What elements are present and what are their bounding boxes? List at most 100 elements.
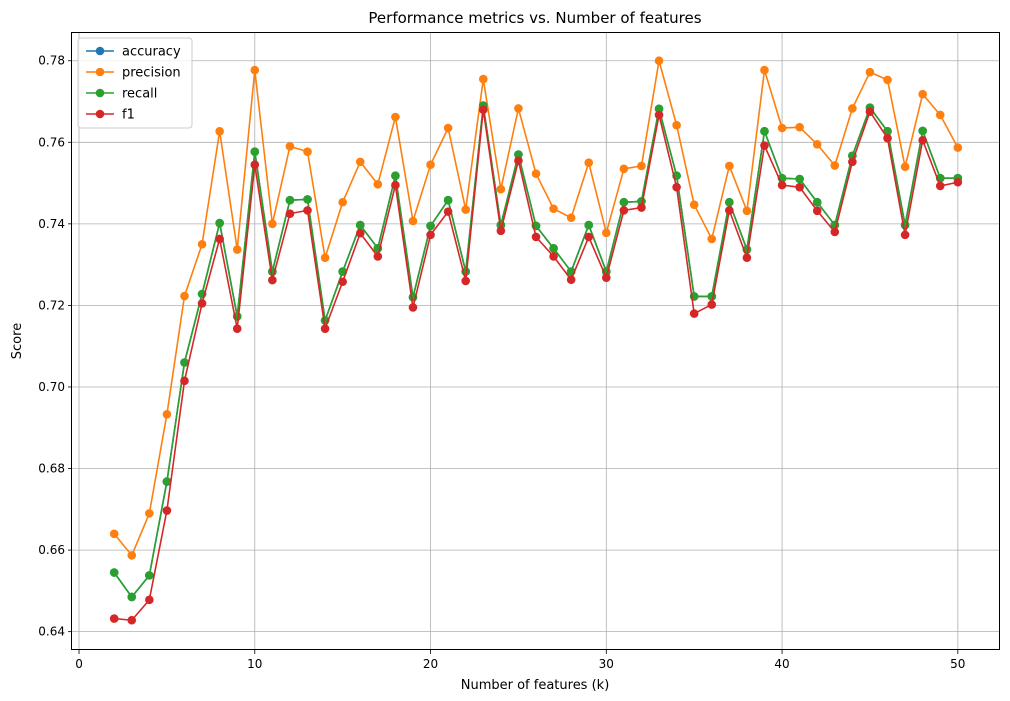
f1-point <box>461 276 470 286</box>
recall-point <box>285 195 295 205</box>
recall-point <box>514 150 523 159</box>
f1-point <box>109 614 119 623</box>
precision-point <box>707 234 717 244</box>
f1-point <box>531 232 541 242</box>
recall-point <box>549 244 558 253</box>
f1-point <box>619 206 629 215</box>
precision-point <box>566 213 576 223</box>
precision-point <box>848 104 857 113</box>
f1-point <box>689 309 699 318</box>
series-layer <box>109 56 963 625</box>
precision-point <box>689 200 699 209</box>
f1-point <box>443 207 453 216</box>
recall-point <box>760 126 769 136</box>
f1-point <box>514 156 523 165</box>
x-tick-label: 30 <box>599 657 614 671</box>
y-tick-label: 0.78 <box>38 54 65 68</box>
y-tick-label: 0.70 <box>38 380 65 394</box>
recall-point <box>812 197 822 207</box>
precision-point <box>162 409 172 419</box>
legend-item-recall: recall <box>86 87 157 102</box>
recall-point <box>355 220 365 230</box>
x-axis-label: Number of features (k) <box>461 678 610 693</box>
f1-point <box>338 277 347 287</box>
f1-point <box>602 273 611 282</box>
recall-line <box>113 104 958 598</box>
f1-point <box>162 506 172 515</box>
f1-point <box>953 177 963 187</box>
legend-item-f1: f1 <box>86 108 135 123</box>
y-axis-label: Score <box>10 323 25 359</box>
y-axis-ticks: 0.64 0.66 0.68 0.70 0.72 0.74 0.76 0.78 <box>38 54 72 639</box>
precision-point <box>391 112 400 122</box>
precision-point <box>830 161 840 170</box>
precision-point <box>602 228 611 238</box>
f1-point <box>637 203 646 212</box>
precision-point <box>373 179 383 189</box>
f1-point <box>426 230 435 240</box>
precision-point <box>654 56 664 66</box>
precision-point <box>531 169 541 178</box>
recall-point <box>303 195 312 204</box>
legend-box <box>77 37 193 129</box>
f1-point <box>935 181 945 191</box>
recall-point <box>795 174 804 184</box>
f1-point <box>285 209 295 218</box>
legend-marker-f1 <box>95 109 105 119</box>
f1-point <box>355 228 365 238</box>
precision-point <box>232 245 242 254</box>
f1-point <box>215 234 224 244</box>
f1-point <box>830 227 840 237</box>
x-axis-ticks: 0 10 20 30 40 50 <box>75 650 965 671</box>
x-tick-label: 40 <box>774 657 789 671</box>
legend-label-f1: f1 <box>122 108 135 123</box>
recall-point <box>918 126 927 136</box>
f1-point <box>180 376 189 386</box>
f1-point <box>848 157 857 167</box>
series-f1 <box>109 105 963 625</box>
recall-point <box>619 197 629 207</box>
recall-point <box>654 104 664 114</box>
precision-point <box>777 123 787 133</box>
precision-point <box>953 143 963 152</box>
precision-point <box>619 164 629 174</box>
x-tick-label: 20 <box>423 657 438 671</box>
legend-marker-precision <box>95 67 105 77</box>
precision-point <box>795 122 804 132</box>
f1-point <box>900 230 910 240</box>
f1-point <box>549 252 558 261</box>
f1-point <box>883 133 892 143</box>
precision-point <box>461 205 470 214</box>
legend-marker-recall <box>95 88 105 98</box>
precision-point <box>408 216 418 226</box>
precision-point <box>320 253 330 262</box>
f1-point <box>672 182 681 192</box>
y-tick-label: 0.72 <box>38 298 65 312</box>
precision-point <box>549 204 558 214</box>
recall-point <box>391 171 400 181</box>
precision-point <box>935 110 945 120</box>
legend-marker-accuracy <box>95 46 105 56</box>
precision-point <box>725 161 734 171</box>
precision-point <box>426 160 435 170</box>
y-tick-label: 0.64 <box>38 625 65 639</box>
precision-point <box>355 157 365 167</box>
precision-point <box>812 140 822 149</box>
f1-point <box>865 107 875 117</box>
precision-point <box>197 239 207 249</box>
f1-point <box>373 252 383 261</box>
x-tick-label: 0 <box>75 657 83 671</box>
precision-point <box>672 120 681 130</box>
f1-point <box>566 275 576 285</box>
f1-point <box>795 182 804 192</box>
precision-point <box>109 529 119 539</box>
precision-point <box>478 74 488 84</box>
precision-point <box>338 197 347 207</box>
f1-point <box>408 303 418 312</box>
precision-point <box>250 65 260 75</box>
f1-point <box>145 595 154 605</box>
f1-point <box>707 300 717 309</box>
series-precision <box>109 56 963 560</box>
recall-point <box>443 195 453 205</box>
precision-point <box>215 126 224 136</box>
